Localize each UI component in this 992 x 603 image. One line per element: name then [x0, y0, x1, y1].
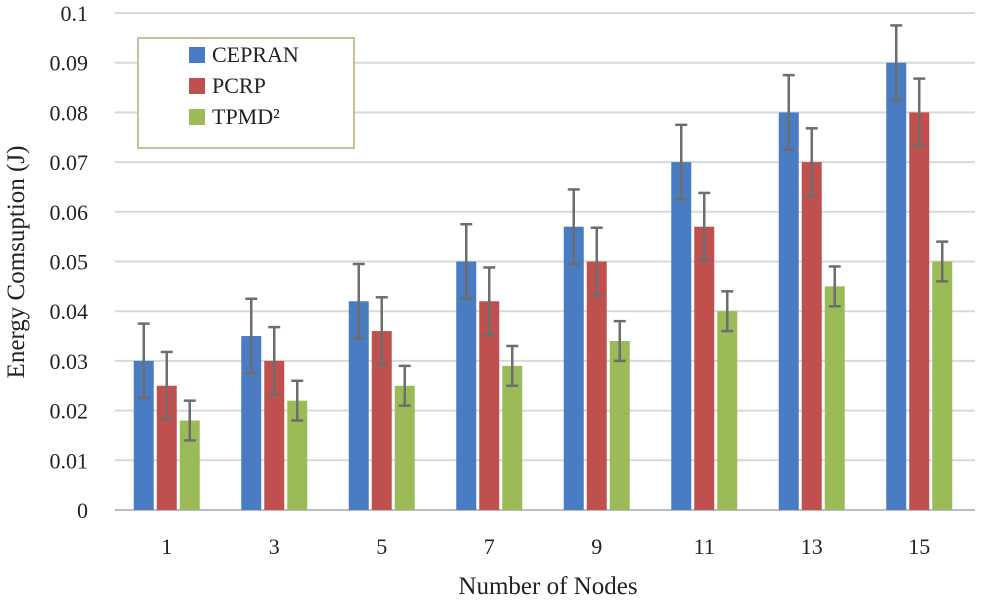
- x-tick-labels: 1 3 5 7 9 11 13 15: [161, 534, 930, 559]
- bar-cepran-15: [886, 62, 907, 510]
- bar-pcrp-15: [909, 112, 930, 511]
- bar-tpmd-15: [932, 261, 953, 510]
- bar-cepran-7: [456, 261, 477, 510]
- x-tick-label: 7: [484, 534, 495, 559]
- bars: [133, 62, 953, 511]
- x-tick-label: 11: [694, 534, 715, 559]
- x-tick-label: 1: [161, 534, 172, 559]
- bar-pcrp-7: [479, 301, 500, 510]
- x-tick-label: 13: [801, 534, 823, 559]
- bar-tpmd-5: [394, 385, 415, 510]
- legend-swatch: [189, 109, 205, 125]
- error-bar: [828, 265, 841, 308]
- legend-items: CEPRAN PCRP TPMD²: [189, 42, 299, 129]
- x-tick-label: 5: [376, 534, 387, 559]
- bar-tpmd-1: [179, 420, 200, 510]
- error-bar: [245, 297, 258, 375]
- y-tick-label: 0.06: [50, 200, 89, 225]
- error-bar: [137, 322, 150, 400]
- legend: CEPRAN PCRP TPMD²: [137, 37, 355, 149]
- y-tick-labels: 0 0.01 0.02 0.03 0.04 0.05 0.06 0.07 0.08 0.09 0.1: [50, 1, 89, 523]
- bar-pcrp-9: [586, 261, 607, 510]
- y-axis-title: Energy Comsuption (J): [3, 146, 30, 379]
- legend-swatch: [189, 47, 205, 63]
- y-tick-label: 0.01: [50, 448, 89, 473]
- error-bar: [183, 399, 196, 442]
- x-tick-label: 9: [591, 534, 602, 559]
- bar-cepran-13: [778, 112, 799, 511]
- error-bar: [805, 127, 818, 198]
- legend-box: [137, 37, 355, 149]
- error-bar: [375, 296, 388, 367]
- legend-item: PCRP: [189, 73, 266, 98]
- error-bar: [721, 290, 734, 333]
- legend-label: PCRP: [212, 73, 266, 98]
- legend-swatch: [189, 78, 205, 94]
- bar-pcrp-13: [801, 162, 822, 510]
- bar-tpmd-7: [502, 365, 523, 510]
- error-bar: [913, 77, 926, 148]
- y-tick-label: 0.1: [61, 1, 89, 26]
- legend-item: CEPRAN: [189, 42, 299, 67]
- error-bars: [137, 24, 949, 442]
- bar-tpmd-13: [824, 286, 845, 510]
- error-bar: [506, 344, 519, 387]
- bar-pcrp-11: [694, 226, 715, 510]
- error-bar: [483, 266, 496, 337]
- error-bar: [590, 226, 603, 297]
- bar-tpmd-11: [717, 311, 738, 510]
- x-axis-title: Number of Nodes: [458, 573, 637, 600]
- bar-cepran-11: [671, 162, 692, 510]
- bar-tpmd-9: [609, 341, 630, 510]
- x-tick-label: 3: [269, 534, 280, 559]
- bar-pcrp-1: [156, 385, 177, 510]
- error-bar: [460, 222, 473, 301]
- bar-cepran-9: [563, 226, 584, 510]
- y-tick-label: 0.09: [50, 51, 89, 76]
- x-tick-label: 15: [908, 534, 930, 559]
- y-tick-label: 0.04: [50, 299, 89, 324]
- legend-label: CEPRAN: [212, 42, 299, 67]
- error-bar: [268, 325, 281, 396]
- error-bar: [291, 379, 304, 422]
- bar-pcrp-3: [264, 360, 285, 510]
- error-bar: [675, 123, 688, 201]
- y-tick-label: 0: [77, 498, 88, 523]
- error-bar: [890, 24, 903, 102]
- error-bar: [398, 364, 411, 407]
- bar-cepran-3: [241, 336, 262, 510]
- legend-item: TPMD²: [189, 104, 280, 129]
- bar-cepran-5: [348, 301, 369, 510]
- legend-label: TPMD²: [212, 104, 280, 129]
- error-bar: [567, 188, 580, 266]
- bar-tpmd-3: [287, 400, 308, 510]
- y-tick-label: 0.02: [50, 399, 89, 424]
- y-tick-label: 0.08: [50, 100, 89, 125]
- y-tick-label: 0.03: [50, 349, 89, 374]
- error-bar: [936, 240, 949, 283]
- error-bar: [160, 350, 173, 421]
- y-tick-label: 0.07: [50, 150, 89, 175]
- error-bar: [613, 319, 626, 363]
- error-bar: [352, 262, 365, 340]
- error-bar: [782, 73, 795, 151]
- error-bar: [698, 191, 711, 262]
- bar-pcrp-5: [371, 331, 392, 510]
- y-tick-label: 0.05: [50, 250, 89, 275]
